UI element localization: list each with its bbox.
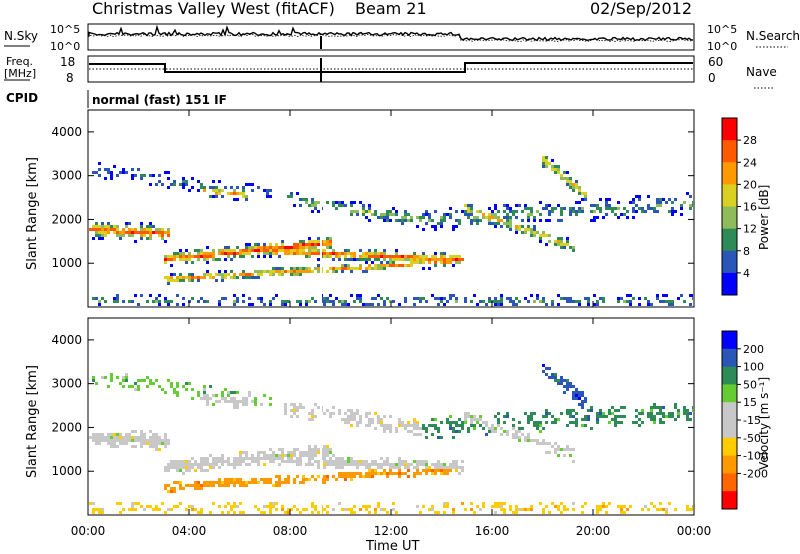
velocity-heatmap — [89, 319, 693, 514]
noise-tick-bottom-left: 10^0 — [50, 40, 80, 53]
freq-label-line2: [MHz] — [4, 67, 36, 80]
frequency-trace — [89, 62, 693, 73]
nave-tick-top: 60 — [708, 55, 723, 69]
colorbar-swatch — [722, 184, 737, 207]
colorbar-tick-label: 4 — [743, 267, 750, 280]
colorbar-tick-label: 100 — [743, 361, 764, 374]
noise-search-trace — [88, 33, 694, 42]
velocity-x-ticks: 00:00 04:00 08:00 12:00 16:00 20:00 00:00 — [71, 318, 712, 538]
x-tick-label: 00:00 — [71, 524, 106, 538]
y-tick-label: 3000 — [51, 377, 82, 391]
y-tick-label: 4000 — [51, 333, 82, 347]
colorbar-swatch — [722, 118, 737, 141]
nave-label: Nave — [746, 65, 777, 79]
cpid-label: CPID — [6, 91, 38, 105]
freq-tick-top: 18 — [60, 55, 75, 69]
power-x-ticks — [87, 110, 695, 307]
x-tick-label: 00:00 — [677, 524, 712, 538]
y-tick-label: 1000 — [51, 464, 82, 478]
power-heatmap — [89, 111, 693, 306]
cpid-value: normal (fast) 151 IF — [92, 93, 227, 107]
colorbar-tick-label: 8 — [743, 245, 750, 258]
colorbar-tick-label: 24 — [743, 156, 757, 169]
colorbar-swatch — [722, 437, 737, 457]
velocity-y-axis: 4000 3000 2000 1000 — [51, 333, 694, 478]
y-tick-label: 3000 — [51, 169, 82, 183]
x-tick-label: 12:00 — [374, 524, 409, 538]
x-tick-label: 20:00 — [576, 524, 611, 538]
velocity-colorbar-label: Velocity [m s⁻¹] — [757, 377, 771, 470]
date-label: 02/Sep/2012 — [590, 0, 692, 18]
y-tick-label: 2000 — [51, 420, 82, 434]
colorbar-tick-label: 28 — [743, 134, 757, 147]
noise-panel: N.Sky 10^5 10^0 10^5 10^0 N.Search — [4, 23, 800, 53]
noise-tick-top-right: 10^5 — [707, 23, 737, 36]
colorbar-tick-label: 50 — [743, 378, 757, 391]
x-tick-label: 08:00 — [273, 524, 308, 538]
colorbar-tick-label: 200 — [743, 343, 764, 356]
power-colorbar: Power [dB] 28 24 20 16 12 8 4 — [721, 117, 771, 296]
y-tick-label: 4000 — [51, 125, 82, 139]
colorbar-swatch — [722, 162, 737, 185]
colorbar-swatch — [722, 402, 737, 421]
colorbar-tick-label: -50 — [743, 432, 761, 445]
noise-tick-top-left: 10^5 — [50, 23, 80, 36]
plot-title: Christmas Valley West (fitACF) — [92, 0, 335, 18]
colorbar-swatch — [722, 420, 737, 439]
colorbar-swatch — [722, 348, 737, 368]
colorbar-swatch — [722, 491, 737, 510]
noise-tick-bottom-right: 10^0 — [707, 40, 737, 53]
colorbar-swatch — [722, 331, 737, 350]
power-colorbar-label: Power [dB] — [757, 185, 771, 250]
y-tick-label: 1000 — [51, 256, 82, 270]
noise-sky-trace — [88, 24, 694, 42]
colorbar-tick-label: 15 — [743, 396, 757, 409]
colorbar-swatch — [722, 228, 737, 252]
y-tick-label: 2000 — [51, 212, 82, 226]
freq-label-line1: Freq. — [6, 55, 33, 68]
colorbar-tick-label: -15 — [743, 414, 761, 427]
colorbar-swatch — [722, 366, 737, 385]
colorbar-tick-label: 20 — [743, 178, 757, 191]
beam-label: Beam 21 — [355, 0, 427, 18]
noise-left-label: N.Sky — [4, 29, 38, 43]
x-axis-label: Time UT — [365, 539, 419, 554]
velocity-ylabel: Slant Range [km] — [25, 365, 40, 478]
nave-tick-bottom: 0 — [708, 71, 716, 85]
colorbar-swatch — [722, 473, 737, 492]
power-panel: 4000 3000 2000 1000 Slant Range [km] — [25, 109, 695, 308]
colorbar-swatch — [722, 272, 737, 296]
velocity-colorbar: Velocity [m s⁻¹] 200 100 50 15 -15 -50 -100 -20… — [721, 330, 771, 510]
noise-right-label: N.Search — [746, 29, 800, 43]
power-ylabel: Slant Range [km] — [25, 157, 40, 270]
colorbar-tick-label: 12 — [743, 223, 757, 236]
colorbar-swatch — [722, 250, 737, 274]
colorbar-swatch — [722, 206, 737, 230]
x-tick-label: 16:00 — [475, 524, 510, 538]
colorbar-swatch — [722, 384, 737, 403]
colorbar-swatch — [722, 455, 737, 474]
x-tick-label: 04:00 — [172, 524, 207, 538]
colorbar-tick-label: -100 — [743, 450, 768, 463]
freq-tick-bottom: 8 — [66, 71, 74, 85]
colorbar-tick-label: -200 — [743, 467, 768, 480]
colorbar-swatch — [722, 140, 737, 163]
power-y-axis: 4000 3000 2000 1000 — [51, 125, 694, 270]
frequency-panel: Freq. [MHz] 18 8 60 0 Nave — [4, 55, 777, 89]
colorbar-tick-label: 16 — [743, 201, 757, 214]
